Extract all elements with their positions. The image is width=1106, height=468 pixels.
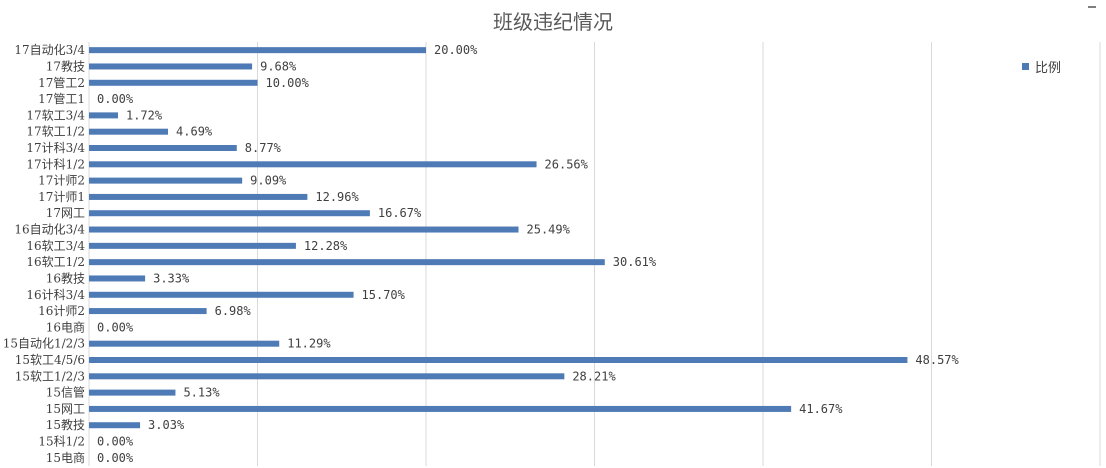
bar <box>89 308 207 315</box>
data-label: 3.33% <box>153 271 190 285</box>
data-label: 0.00% <box>97 320 134 334</box>
data-label: 16.67% <box>378 206 422 220</box>
category-label: 15教技 <box>46 417 85 432</box>
category-label: 17管工2 <box>38 75 85 90</box>
bar <box>89 242 296 249</box>
data-label: 11.29% <box>287 337 331 351</box>
legend-swatch <box>1022 63 1029 70</box>
data-label: 4.69% <box>176 125 213 139</box>
bar <box>89 128 169 135</box>
window-minimize-mark <box>1088 6 1096 8</box>
category-label: 16计师2 <box>38 304 85 318</box>
category-label: 17计科3/4 <box>26 141 85 155</box>
data-label: 30.61% <box>613 255 657 269</box>
bar <box>89 291 354 298</box>
data-label: 0.00% <box>97 435 134 449</box>
legend-label: 比例 <box>1035 61 1062 76</box>
category-label: 16电商 <box>46 319 85 334</box>
data-label: 8.77% <box>245 141 282 155</box>
data-label: 6.98% <box>215 304 252 318</box>
category-label: 17软工3/4 <box>26 108 85 122</box>
category-label: 15电商 <box>46 450 85 465</box>
data-label: 25.49% <box>527 223 571 237</box>
data-label: 48.57% <box>915 353 959 367</box>
data-label: 41.67% <box>799 402 843 416</box>
bar <box>89 177 243 184</box>
category-label: 16计科3/4 <box>26 288 85 302</box>
bar <box>89 161 537 168</box>
category-label: 17教技 <box>46 58 85 73</box>
bar <box>89 422 141 429</box>
data-label: 28.21% <box>572 369 616 383</box>
category-label: 16自动化3/4 <box>14 223 85 237</box>
category-label: 15科1/2 <box>38 435 85 449</box>
bar <box>89 145 237 151</box>
bar <box>89 112 118 119</box>
bar <box>89 357 908 363</box>
chart-title: 班级违纪情况 <box>493 10 613 34</box>
category-label: 17计师1 <box>38 190 85 204</box>
bar <box>89 275 146 282</box>
bar <box>89 47 426 54</box>
data-label: 20.00% <box>434 43 478 57</box>
category-label: 17自动化3/4 <box>14 43 85 57</box>
category-label: 16教技 <box>46 270 85 285</box>
data-label: 12.28% <box>304 239 348 253</box>
data-label: 9.09% <box>250 174 287 188</box>
bar <box>89 340 280 347</box>
bar <box>89 405 792 412</box>
data-label: 9.68% <box>260 59 297 73</box>
data-label: 5.13% <box>183 386 220 400</box>
data-label: 1.72% <box>126 108 163 122</box>
category-label: 17网工 <box>46 206 85 220</box>
category-label: 16软工1/2 <box>26 255 85 269</box>
category-label: 17软工1/2 <box>26 125 85 139</box>
bar <box>89 226 519 233</box>
bar <box>89 210 370 217</box>
category-label: 15信管 <box>46 385 85 400</box>
category-label: 15自动化1/2/3 <box>3 337 85 351</box>
category-label: 17计科1/2 <box>26 157 85 171</box>
data-label: 10.00% <box>266 76 310 90</box>
data-label: 3.03% <box>148 418 185 432</box>
bar <box>89 193 308 200</box>
bar <box>89 63 253 70</box>
bar <box>89 389 176 396</box>
bar <box>89 259 605 266</box>
data-label: 15.70% <box>362 288 406 302</box>
category-label: 15网工 <box>46 402 85 416</box>
category-label: 16软工3/4 <box>26 239 85 253</box>
bar <box>89 79 258 86</box>
data-label: 26.56% <box>545 157 589 171</box>
category-label: 15软工1/2/3 <box>15 369 85 383</box>
category-label: 17计师2 <box>38 174 85 188</box>
data-label: 0.00% <box>97 92 134 106</box>
legend: 比例 <box>1022 57 1061 76</box>
bar <box>89 373 565 380</box>
category-label: 15软工4/5/6 <box>15 353 85 367</box>
category-label: 17管工1 <box>38 91 85 106</box>
data-label: 12.96% <box>315 190 359 204</box>
data-label: 0.00% <box>97 451 134 465</box>
